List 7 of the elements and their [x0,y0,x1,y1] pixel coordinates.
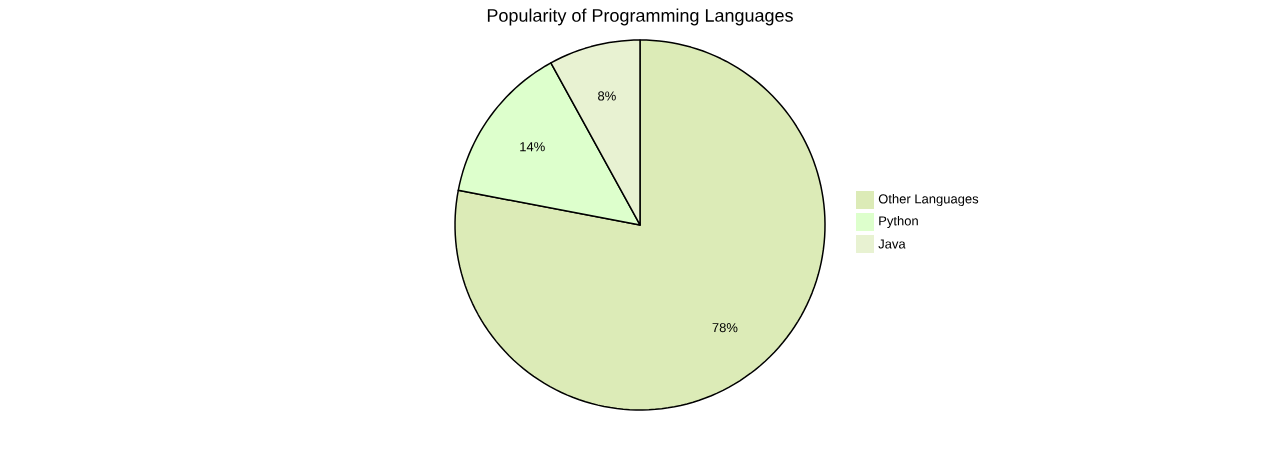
data-label: 8% [598,91,616,101]
data-label: 78% [712,323,738,333]
data-label: 14% [520,142,545,152]
legend-label: Python [879,215,918,229]
legend-label: Java [878,239,906,249]
chart-title: Popularity of Programming Languages [487,8,793,26]
legend-label: Other Languages [878,193,979,207]
